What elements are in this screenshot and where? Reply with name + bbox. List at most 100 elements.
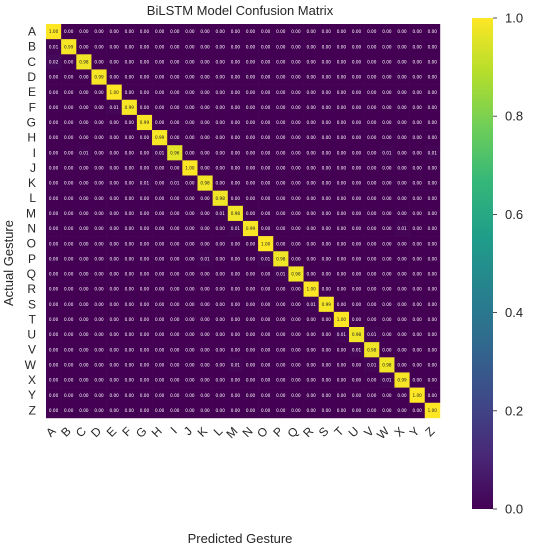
heatmap-cell bbox=[394, 387, 410, 404]
cell-value-label: 0.00 bbox=[49, 105, 59, 110]
heatmap-cell bbox=[61, 266, 77, 282]
cell-value-label: 0.00 bbox=[291, 75, 301, 80]
heatmap-cell bbox=[227, 54, 244, 70]
cell-value-label: 0.98 bbox=[367, 347, 377, 352]
cell-value-label: 0.00 bbox=[231, 135, 241, 140]
heatmap-cell bbox=[212, 99, 229, 116]
heatmap-cell bbox=[379, 24, 395, 40]
heatmap-cell bbox=[242, 220, 259, 237]
heatmap-cell bbox=[197, 160, 213, 176]
cell-value-label: 0.00 bbox=[216, 362, 226, 367]
cell-value-label: 0.00 bbox=[216, 59, 226, 64]
cell-value-label: 0.00 bbox=[276, 317, 286, 322]
heatmap-cell bbox=[212, 357, 229, 373]
heatmap-cell bbox=[121, 190, 138, 207]
cell-value-label: 0.00 bbox=[261, 150, 271, 155]
cell-value-label: 0.00 bbox=[200, 120, 210, 125]
heatmap-cell bbox=[242, 311, 259, 328]
heatmap-cell bbox=[409, 220, 426, 237]
heatmap-cell bbox=[61, 387, 77, 404]
cell-value-label: 0.00 bbox=[185, 272, 195, 277]
cell-value-label: 0.00 bbox=[231, 166, 241, 171]
heatmap-cell bbox=[349, 327, 365, 343]
x-tick-label: C bbox=[73, 424, 89, 440]
cell-value-label: 0.00 bbox=[64, 166, 74, 171]
heatmap-cell bbox=[318, 387, 335, 404]
heatmap-cell bbox=[242, 387, 259, 404]
heatmap-cell bbox=[303, 281, 319, 297]
x-tick-label: W bbox=[374, 424, 392, 442]
heatmap-cell bbox=[121, 114, 138, 131]
cell-value-label: 0.00 bbox=[413, 408, 423, 413]
heatmap-cell bbox=[61, 24, 77, 40]
cell-value-label: 0.00 bbox=[246, 272, 256, 277]
cell-value-label: 0.01 bbox=[382, 150, 392, 155]
heatmap-cell bbox=[197, 342, 213, 358]
cell-value-label: 0.00 bbox=[413, 241, 423, 246]
cell-value-label: 0.00 bbox=[155, 44, 165, 49]
cell-value-label: 0.00 bbox=[94, 44, 104, 49]
heatmap-cell bbox=[273, 145, 289, 161]
cell-value-label: 0.00 bbox=[170, 408, 180, 413]
cell-value-label: 0.00 bbox=[337, 29, 347, 34]
heatmap-cell bbox=[409, 281, 426, 297]
heatmap-cell bbox=[258, 130, 274, 146]
cell-value-label: 0.00 bbox=[64, 287, 74, 292]
heatmap-cell bbox=[106, 266, 123, 282]
cell-value-label: 0.00 bbox=[276, 166, 286, 171]
cell-value-label: 0.00 bbox=[428, 211, 438, 216]
heatmap-cell bbox=[121, 24, 138, 40]
heatmap-cell bbox=[258, 175, 274, 191]
cell-value-label: 0.00 bbox=[397, 196, 407, 201]
cell-value-label: 0.00 bbox=[352, 256, 362, 261]
cell-value-label: 0.00 bbox=[306, 393, 316, 398]
heatmap-cell bbox=[424, 387, 441, 404]
cell-value-label: 0.00 bbox=[64, 347, 74, 352]
cell-value-label: 0.00 bbox=[49, 302, 59, 307]
heatmap-cell bbox=[152, 236, 168, 252]
heatmap-cell bbox=[394, 145, 410, 161]
heatmap-cell bbox=[106, 54, 123, 70]
cell-value-label: 0.00 bbox=[352, 196, 362, 201]
cell-value-label: 0.00 bbox=[110, 120, 120, 125]
cell-value-label: 0.00 bbox=[125, 44, 135, 49]
cell-value-label: 0.00 bbox=[140, 287, 150, 292]
heatmap-cell bbox=[227, 175, 244, 191]
cell-value-label: 0.00 bbox=[49, 287, 59, 292]
cell-value-label: 0.00 bbox=[322, 362, 332, 367]
cell-value-label: 0.00 bbox=[170, 362, 180, 367]
x-tick-label: B bbox=[58, 424, 74, 440]
heatmap-cell bbox=[167, 342, 183, 358]
heatmap-cell bbox=[121, 130, 138, 146]
cell-value-label: 0.00 bbox=[79, 90, 89, 95]
cell-value-label: 0.00 bbox=[276, 211, 286, 216]
cell-value-label: 0.00 bbox=[337, 211, 347, 216]
heatmap-cell bbox=[227, 114, 244, 131]
cell-value-label: 0.00 bbox=[216, 287, 226, 292]
cell-value-label: 0.00 bbox=[276, 196, 286, 201]
heatmap-cell bbox=[152, 402, 168, 419]
heatmap-cell bbox=[409, 236, 426, 252]
cell-value-label: 0.00 bbox=[94, 362, 104, 367]
cell-value-label: 0.00 bbox=[216, 317, 226, 322]
colorbar-tick-label: 1.0 bbox=[505, 11, 523, 26]
cell-value-label: 0.00 bbox=[382, 105, 392, 110]
heatmap-cell bbox=[318, 145, 335, 161]
cell-value-label: 0.00 bbox=[276, 287, 286, 292]
cell-value-label: 0.99 bbox=[322, 302, 332, 307]
heatmap-cell bbox=[167, 145, 183, 161]
cell-value-label: 0.00 bbox=[428, 120, 438, 125]
cell-value-label: 0.00 bbox=[428, 362, 438, 367]
cell-value-label: 0.00 bbox=[125, 211, 135, 216]
heatmap-cell bbox=[76, 236, 92, 252]
y-tick-label: E bbox=[28, 85, 36, 99]
cell-value-label: 0.00 bbox=[382, 166, 392, 171]
heatmap-cell bbox=[152, 311, 168, 328]
heatmap-cell bbox=[273, 84, 289, 101]
cell-value-label: 0.00 bbox=[337, 59, 347, 64]
heatmap-cell bbox=[318, 39, 335, 55]
y-tick-label: F bbox=[29, 100, 36, 114]
cell-value-label: 0.00 bbox=[322, 393, 332, 398]
heatmap-cell bbox=[136, 357, 153, 373]
heatmap-cell bbox=[273, 160, 289, 176]
